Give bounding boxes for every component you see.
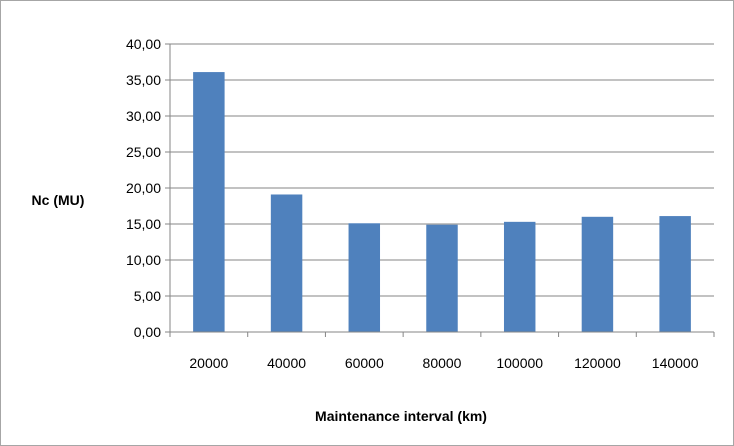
y-tick-label: 10,00	[126, 252, 161, 268]
y-tick-label: 35,00	[126, 72, 161, 88]
x-tick-label: 80000	[423, 355, 462, 371]
y-tick-label: 20,00	[126, 180, 161, 196]
bar	[270, 194, 303, 332]
gridlines	[170, 43, 714, 297]
bar	[581, 216, 614, 332]
y-axis-title: Nc (MU)	[32, 192, 85, 208]
x-tick-label: 100000	[496, 355, 543, 371]
y-tick-label: 5,00	[134, 288, 161, 304]
x-tick-label: 20000	[189, 355, 228, 371]
y-tick-label: 30,00	[126, 108, 161, 124]
bars	[193, 72, 691, 332]
y-tick-label: 15,00	[126, 216, 161, 232]
y-tick-labels: 0,00 5,00 10,00 15,00 20,00 25,00 30,00 35,00 40…	[126, 36, 161, 340]
bar	[348, 223, 381, 332]
x-axis-title: Maintenance interval (km)	[315, 408, 487, 424]
bar	[503, 221, 536, 332]
x-tick-label: 40000	[267, 355, 306, 371]
y-tick-label: 40,00	[126, 36, 161, 52]
x-tick-label: 60000	[345, 355, 384, 371]
axes	[165, 43, 715, 337]
x-tick-labels: 20000 40000 60000 80000 100000 120000 140000	[189, 355, 698, 371]
bar	[659, 216, 691, 332]
bar	[193, 72, 225, 332]
bar	[426, 224, 458, 332]
y-tick-label: 0,00	[134, 324, 161, 340]
x-tick-label: 120000	[574, 355, 621, 371]
y-tick-label: 25,00	[126, 144, 161, 160]
x-tick-label: 140000	[652, 355, 699, 371]
